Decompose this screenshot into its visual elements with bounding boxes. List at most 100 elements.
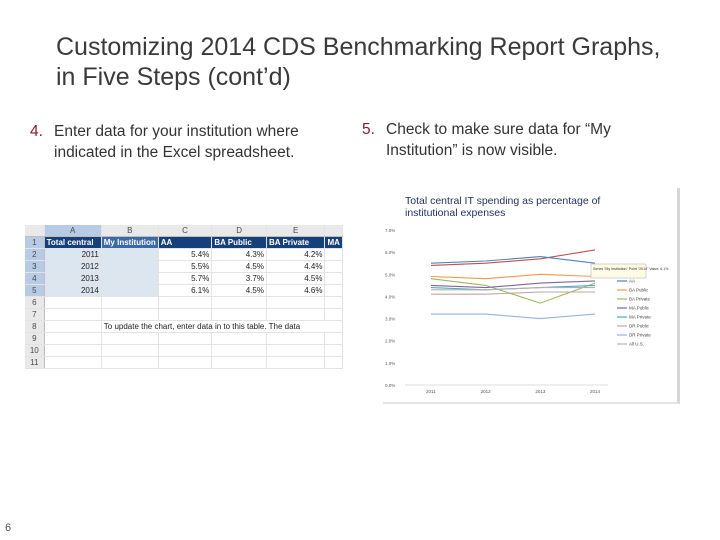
cell-e1[interactable]: BA Private — [266, 236, 326, 249]
cell-f1[interactable]: MA — [324, 236, 343, 249]
column-header-a[interactable]: A — [44, 225, 102, 237]
table-row: 4 2013 5.7% 3.7% 4.5% — [25, 272, 343, 285]
legend-label: AA — [629, 279, 635, 284]
cell[interactable] — [324, 332, 343, 345]
cell-d2[interactable]: 4.3% — [211, 248, 267, 261]
cell-d3[interactable]: 4.5% — [211, 260, 267, 273]
series-line[interactable] — [431, 313, 596, 320]
step-4: 4. Enter data for your institution where… — [30, 121, 340, 163]
step-5-text: Check to make sure data for “My Institut… — [386, 121, 611, 159]
row-header[interactable]: 11 — [25, 356, 45, 369]
cell-b5[interactable] — [101, 284, 159, 297]
cell-d4[interactable]: 3.7% — [211, 272, 267, 285]
cell-a1[interactable]: Total central — [44, 236, 102, 249]
cell-b3[interactable] — [101, 260, 159, 273]
cell[interactable] — [101, 296, 159, 309]
cell[interactable] — [211, 356, 267, 369]
step-4-text: Enter data for your institution where in… — [54, 123, 299, 161]
cell[interactable] — [266, 356, 326, 369]
cell[interactable] — [158, 308, 213, 321]
table-row: 10 — [25, 344, 343, 357]
cell-e2[interactable]: 4.2% — [266, 248, 326, 261]
corner-cell[interactable] — [25, 225, 45, 237]
cell[interactable] — [44, 356, 102, 369]
cell[interactable] — [211, 296, 267, 309]
cell-a4[interactable]: 2013 — [44, 272, 102, 285]
cell[interactable] — [101, 332, 159, 345]
row-header[interactable]: 7 — [25, 308, 45, 321]
excel-spreadsheet[interactable]: A B C D E 1 Total central My Institution… — [25, 225, 343, 377]
cell-d1[interactable]: BA Public — [211, 236, 267, 249]
cell-f4[interactable] — [324, 272, 343, 285]
row-header[interactable]: 1 — [25, 236, 45, 249]
cell[interactable] — [44, 308, 102, 321]
cell-e5[interactable]: 4.6% — [266, 284, 326, 297]
cell-c4[interactable]: 5.7% — [158, 272, 213, 285]
cell[interactable] — [44, 320, 102, 333]
cell[interactable] — [101, 356, 159, 369]
cell[interactable] — [266, 296, 326, 309]
cell-e3[interactable]: 4.4% — [266, 260, 326, 273]
cell-b4[interactable] — [101, 272, 159, 285]
cell[interactable] — [324, 344, 343, 357]
cell-f3[interactable] — [324, 260, 343, 273]
cell[interactable] — [101, 344, 159, 357]
series-line[interactable] — [430, 273, 596, 280]
cell[interactable] — [158, 296, 213, 309]
cell-d5[interactable]: 4.5% — [211, 284, 267, 297]
cell-e4[interactable]: 4.5% — [266, 272, 326, 285]
cell-a5[interactable]: 2014 — [44, 284, 102, 297]
cell[interactable] — [44, 296, 102, 309]
cell-b2[interactable] — [101, 248, 159, 261]
legend-label: BA Public — [629, 288, 649, 293]
series-line[interactable] — [430, 256, 596, 264]
cell-a2[interactable]: 2011 — [44, 248, 102, 261]
cell[interactable] — [211, 332, 267, 345]
cell[interactable] — [101, 308, 159, 321]
cell[interactable] — [324, 308, 343, 321]
y-tick-label: 7.0% — [385, 228, 395, 233]
column-header-c[interactable]: C — [158, 225, 213, 237]
cell-f2[interactable] — [324, 248, 343, 261]
column-header-d[interactable]: D — [211, 225, 267, 237]
cell[interactable] — [324, 296, 343, 309]
row-header[interactable]: 9 — [25, 332, 45, 345]
cell[interactable] — [266, 344, 326, 357]
cell[interactable] — [211, 308, 267, 321]
cell-c1[interactable]: AA — [158, 236, 213, 249]
cell[interactable] — [158, 356, 213, 369]
row-header[interactable]: 5 — [25, 284, 45, 297]
cell-c2[interactable]: 5.4% — [158, 248, 213, 261]
cell[interactable] — [158, 332, 213, 345]
series-line[interactable] — [431, 287, 595, 291]
cell[interactable] — [44, 332, 102, 345]
row-header[interactable]: 3 — [25, 260, 45, 273]
column-header-e[interactable]: E — [266, 225, 326, 237]
cell[interactable] — [158, 344, 213, 357]
line-chart[interactable]: Total central IT spending as percentage … — [383, 188, 680, 404]
cell-b8-note[interactable]: To update the chart, enter data in to th… — [101, 320, 343, 333]
cell[interactable] — [44, 344, 102, 357]
cell-f5[interactable] — [324, 284, 343, 297]
row-header[interactable]: 6 — [25, 296, 45, 309]
row-header[interactable]: 2 — [25, 248, 45, 261]
cell-a3[interactable]: 2012 — [44, 260, 102, 273]
chart-title-line-1: Total central IT spending as percentage … — [405, 195, 600, 207]
cell[interactable] — [211, 344, 267, 357]
series-line[interactable] — [430, 280, 596, 289]
series-line[interactable] — [430, 278, 596, 304]
column-header-b[interactable]: B — [101, 225, 159, 237]
cell[interactable] — [266, 308, 326, 321]
column-header-f[interactable] — [324, 225, 343, 237]
cell-c5[interactable]: 6.1% — [158, 284, 213, 297]
row-header[interactable]: 10 — [25, 344, 45, 357]
legend-label: MA Public — [629, 306, 650, 311]
series-line[interactable] — [431, 291, 595, 295]
series-line[interactable] — [430, 249, 596, 266]
cell[interactable] — [266, 332, 326, 345]
cell-c3[interactable]: 5.5% — [158, 260, 213, 273]
cell-b1[interactable]: My Institution — [101, 236, 159, 249]
row-header[interactable]: 8 — [25, 320, 45, 333]
cell[interactable] — [324, 356, 343, 369]
row-header[interactable]: 4 — [25, 272, 45, 285]
